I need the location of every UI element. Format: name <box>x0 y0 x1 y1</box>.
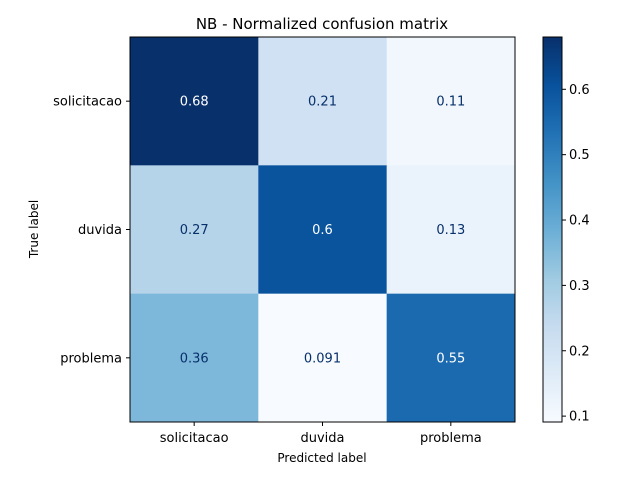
heatmap-cell-0-0 <box>130 37 259 166</box>
x-tick-label: solicitacao <box>160 431 229 446</box>
colorbar-tick-label: 0.3 <box>569 279 590 294</box>
y-axis-ticks: solicitacao duvida problema <box>53 95 130 366</box>
heatmap-cell-2-0 <box>130 293 259 423</box>
cell-label-0-0: 0.68 <box>180 95 209 110</box>
y-axis-label: True label <box>27 200 41 259</box>
heatmap-cells <box>130 37 516 423</box>
x-tick-label: duvida <box>300 431 344 446</box>
heatmap-cell-1-1 <box>258 165 388 295</box>
heatmap-cell-1-0 <box>130 165 259 295</box>
colorbar-tick-label: 0.5 <box>569 148 590 163</box>
cell-label-1-0: 0.27 <box>180 223 209 238</box>
heatmap-cell-2-1 <box>258 293 388 423</box>
cell-label-1-1: 0.6 <box>312 223 333 238</box>
colorbar-tick-label: 0.4 <box>569 214 590 229</box>
cell-label-2-0: 0.36 <box>180 351 209 366</box>
chart-title: NB - Normalized confusion matrix <box>196 15 448 33</box>
colorbar-ticks: 0.1 0.2 0.3 0.4 0.5 0.6 <box>562 83 590 425</box>
x-axis-ticks: solicitacao duvida problema <box>160 421 482 446</box>
cell-label-0-2: 0.11 <box>436 95 465 110</box>
cell-label-1-2: 0.13 <box>436 223 465 238</box>
heatmap-cell-1-2 <box>386 165 516 295</box>
y-tick-label: duvida <box>78 223 122 238</box>
x-tick-label: problema <box>420 431 482 446</box>
heatmap-cell-0-1 <box>258 37 388 166</box>
heatmap-cell-0-2 <box>386 37 516 166</box>
y-tick-label: solicitacao <box>53 95 122 110</box>
colorbar-tick-label: 0.1 <box>569 410 590 425</box>
cell-label-2-2: 0.55 <box>436 351 465 366</box>
colorbar-tick-label: 0.2 <box>569 344 590 359</box>
x-axis-label: Predicted label <box>277 451 366 465</box>
heatmap-cell-labels: 0.68 0.21 0.11 0.27 0.6 0.13 0.36 0.091 0.55 <box>180 95 466 367</box>
colorbar-tick-label: 0.6 <box>569 83 590 98</box>
heatmap-cell-2-2 <box>386 293 516 423</box>
y-tick-label: problema <box>60 351 122 366</box>
cell-label-0-1: 0.21 <box>308 95 337 110</box>
cell-label-2-1: 0.091 <box>304 351 341 366</box>
colorbar <box>542 36 563 423</box>
